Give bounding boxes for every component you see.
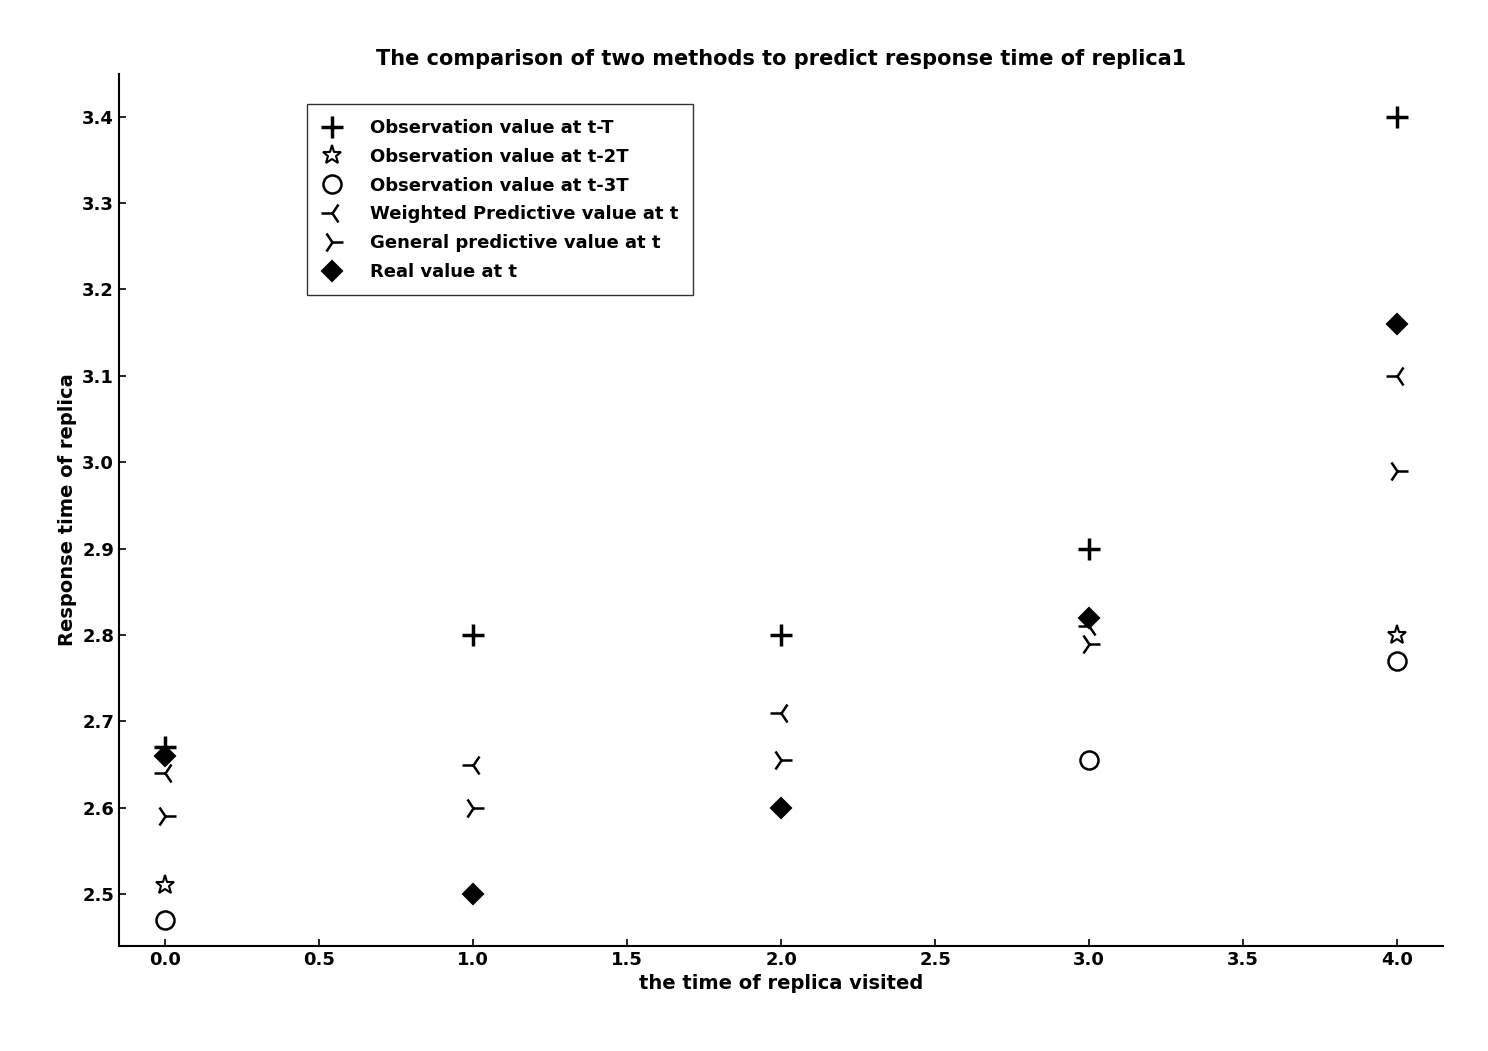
X-axis label: the time of replica visited: the time of replica visited: [638, 974, 924, 993]
Observation value at t-T: [156, 741, 174, 754]
Observation value at t-T: [1388, 110, 1406, 123]
Weighted Predictive value at t: [156, 767, 174, 780]
Weighted Predictive value at t: [464, 758, 482, 770]
Observation value at t-3T: [1080, 754, 1098, 766]
Line: Observation value at t-T: Observation value at t-T: [155, 106, 1408, 759]
Real value at t: [1080, 612, 1098, 624]
General predictive value at t: [464, 802, 482, 815]
Weighted Predictive value at t: [1080, 620, 1098, 633]
General predictive value at t: [1388, 465, 1406, 477]
General predictive value at t: [1080, 637, 1098, 650]
Observation value at t-3T: [1388, 655, 1406, 667]
Line: General predictive value at t: General predictive value at t: [155, 459, 1408, 827]
Real value at t: [1388, 317, 1406, 330]
Line: Real value at t: Real value at t: [158, 317, 1405, 901]
Line: Weighted Predictive value at t: Weighted Predictive value at t: [155, 365, 1408, 784]
Y-axis label: Response time of replica: Response time of replica: [58, 373, 76, 646]
Observation value at t-3T: [156, 913, 174, 926]
Weighted Predictive value at t: [1388, 370, 1406, 383]
Observation value at t-T: [1080, 542, 1098, 555]
Legend: Observation value at t-T, Observation value at t-2T, Observation value at t-3T, : Observation value at t-T, Observation va…: [307, 104, 693, 295]
General predictive value at t: [772, 754, 790, 766]
Weighted Predictive value at t: [772, 706, 790, 719]
Observation value at t-T: [772, 628, 790, 641]
Real value at t: [156, 749, 174, 762]
Line: Observation value at t-3T: Observation value at t-3T: [156, 652, 1406, 929]
Observation value at t-T: [464, 628, 482, 641]
Title: The comparison of two methods to predict response time of replica1: The comparison of two methods to predict…: [376, 49, 1186, 69]
Real value at t: [464, 888, 482, 901]
General predictive value at t: [156, 810, 174, 823]
Real value at t: [772, 802, 790, 815]
